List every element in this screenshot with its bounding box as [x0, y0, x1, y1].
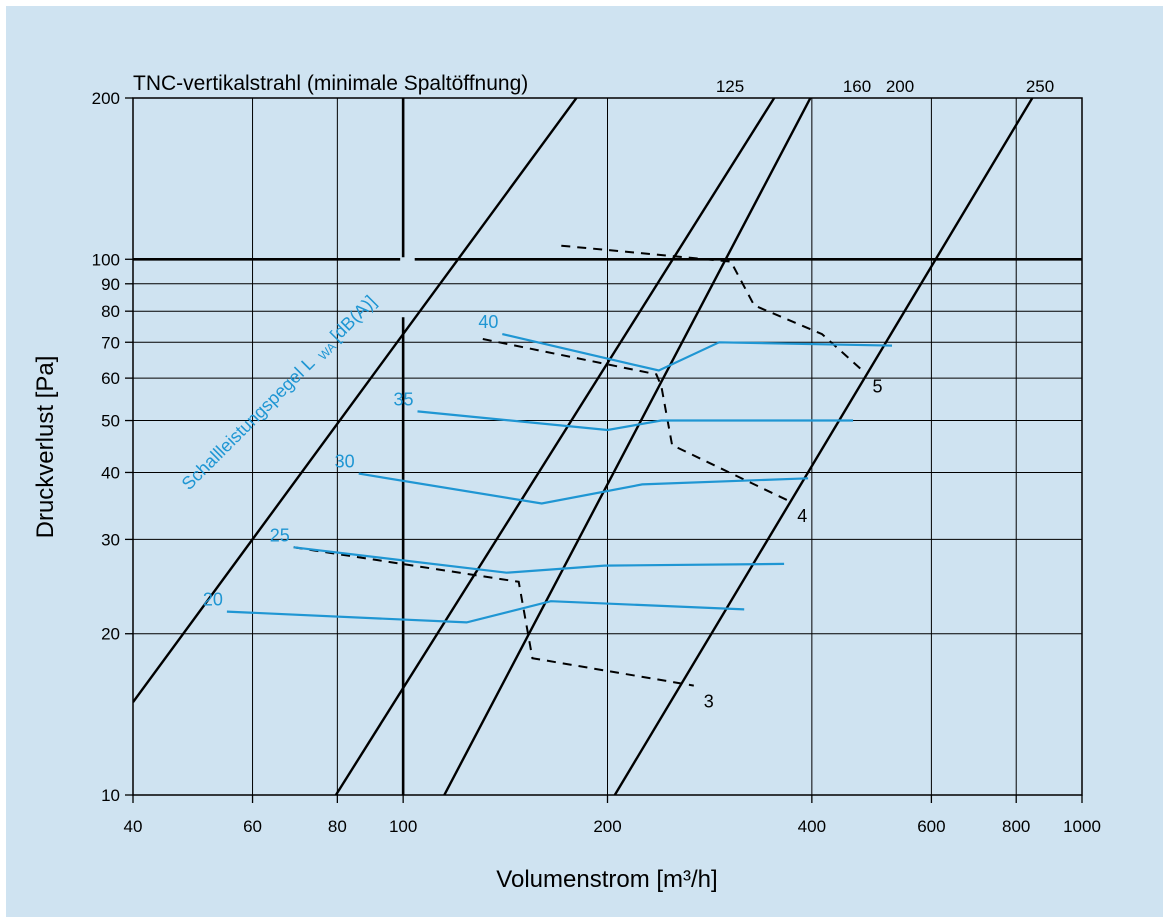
y-tick-label: 20: [101, 625, 120, 644]
throw-line-5: [561, 244, 864, 372]
y-tick-label: 80: [101, 302, 120, 321]
y-tick-label: 10: [101, 786, 120, 805]
size-line-label: 125: [716, 77, 744, 96]
sound-level-label: 25: [270, 525, 290, 545]
y-tick-label: 50: [101, 412, 120, 431]
size-line-125: [133, 98, 578, 703]
throw-line-3: [293, 546, 694, 687]
x-axis-label: Volumenstrom [m³/h]: [496, 866, 717, 893]
sound-level-line-40: [502, 333, 893, 372]
y-tick-label: 30: [101, 530, 120, 549]
y-tick-label: 200: [92, 89, 120, 108]
throw-line-label: 5: [873, 376, 883, 396]
y-axis-label: Druckverlust [Pa]: [32, 356, 59, 539]
y-tick-label: 60: [101, 369, 120, 388]
x-tick-label: 80: [328, 817, 347, 836]
sound-level-label: 20: [203, 590, 223, 610]
x-tick-label: 1000: [1063, 817, 1101, 836]
chart-panel: [6, 6, 1163, 917]
sound-level-label: 40: [478, 312, 498, 332]
sound-level-line-25: [293, 546, 785, 574]
x-tick-label: 40: [124, 817, 143, 836]
x-tick-label: 400: [798, 817, 826, 836]
size-line-200: [443, 98, 812, 795]
x-tick-label: 100: [389, 817, 417, 836]
sound-level-line-30: [358, 472, 809, 505]
size-line-label: 200: [886, 77, 914, 96]
size-line-160: [334, 98, 776, 795]
sound-level-line-35: [417, 410, 854, 432]
size-line-label: 160: [843, 77, 871, 96]
labels-layer: 40 60 80 100 200 400 600 800 1000 10 20 30 40 50 60 70 8…: [92, 77, 1101, 836]
series-layer: [133, 98, 1034, 795]
sound-level-subscript: WA: [316, 340, 339, 363]
x-tick-label: 600: [917, 817, 945, 836]
x-tick-label: 200: [593, 817, 621, 836]
x-tick-label: 800: [1002, 817, 1030, 836]
x-tick-label: 60: [243, 817, 262, 836]
y-tick-label: 40: [101, 463, 120, 482]
sound-level-unit: [dB(A)]: [326, 292, 380, 346]
sound-level-label: 35: [393, 389, 413, 409]
throw-line-label: 4: [797, 506, 807, 526]
sound-level-label: 30: [335, 452, 355, 472]
size-line-label: 250: [1026, 77, 1054, 96]
y-tick-label: 70: [101, 333, 120, 352]
plot-frame: [132, 97, 1083, 796]
sound-level-line-20: [226, 600, 745, 624]
chart-title: TNC-vertikalstrahl (minimale Spaltöffnun…: [133, 72, 528, 95]
grid: [125, 97, 1083, 803]
size-line-250: [613, 98, 1034, 795]
throw-line-4: [482, 338, 788, 502]
y-tick-label: 100: [92, 250, 120, 269]
throw-line-label: 3: [704, 692, 714, 712]
y-tick-label: 90: [101, 275, 120, 294]
